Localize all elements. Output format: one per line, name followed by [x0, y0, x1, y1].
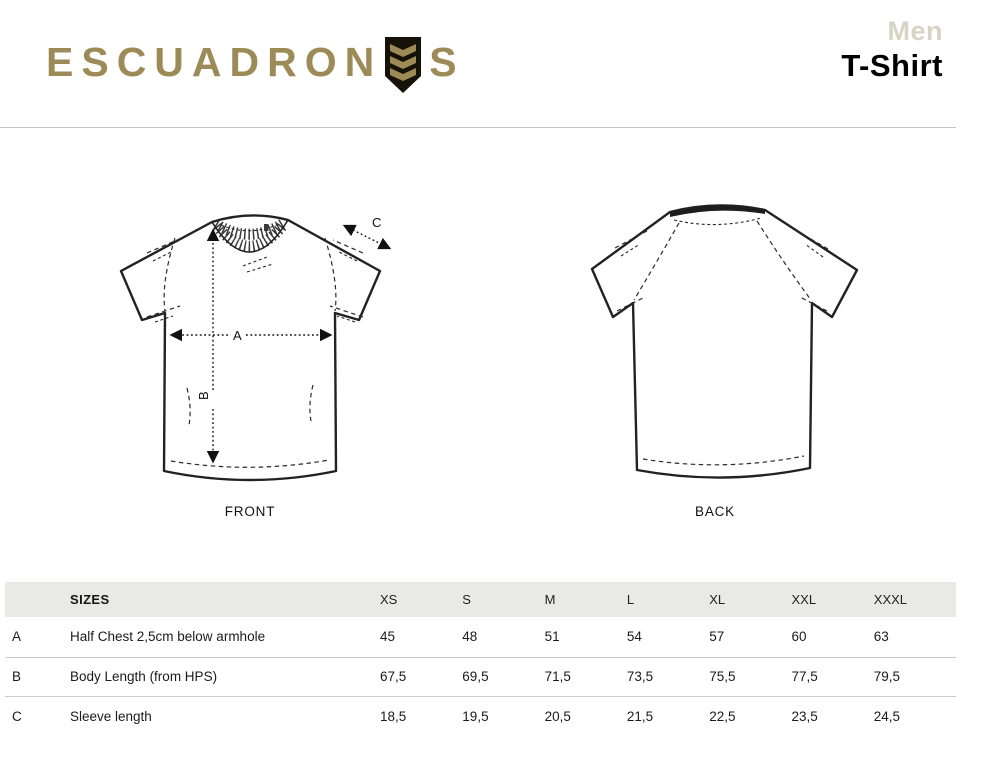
- cell-value: 24,5: [873, 708, 901, 724]
- category-title: Men: [887, 16, 943, 46]
- cell-value: 79,5: [873, 669, 901, 685]
- cell-value: 60: [791, 629, 807, 645]
- chevron-shield-icon: [385, 37, 422, 93]
- header-divider: [0, 127, 956, 128]
- brand-name-prefix: ESCUADRON: [46, 39, 383, 85]
- product-title: T-Shirt: [841, 48, 943, 84]
- cell-value: 69,5: [462, 669, 489, 685]
- cell-value: 48: [462, 629, 478, 645]
- cell-value: 22,5: [709, 708, 736, 724]
- cell-value: 54: [626, 629, 642, 645]
- cell-value: 57: [709, 629, 725, 645]
- row-label: Half Chest 2,5cm below armhole: [70, 629, 266, 645]
- front-shirt-diagram: A B C: [105, 193, 405, 493]
- measure-a-label: A: [233, 328, 242, 343]
- cell-value: 75,5: [709, 669, 736, 685]
- row-label: Sleeve length: [70, 708, 152, 724]
- measure-b-label: B: [196, 391, 211, 400]
- size-header-m: M: [544, 592, 556, 607]
- cell-value: 67,5: [380, 669, 407, 685]
- row-letter: A: [12, 629, 22, 645]
- cell-value: 19,5: [462, 708, 489, 724]
- cell-value: 77,5: [791, 669, 818, 685]
- cell-value: 23,5: [791, 708, 818, 724]
- back-shirt-diagram: [585, 193, 885, 493]
- size-table-header-row: SIZES XS S M L XL XXL XXXL: [5, 582, 956, 617]
- sizes-header: SIZES: [70, 592, 110, 607]
- row-letter: C: [12, 708, 22, 724]
- brand-logo: ESCUADRON S: [46, 36, 465, 94]
- row-letter: B: [12, 669, 22, 685]
- table-row-body-length: B Body Length (from HPS) 67,5 69,5 71,5 …: [5, 656, 956, 697]
- back-shirt-drawing: [590, 204, 859, 479]
- cell-value: 73,5: [626, 669, 654, 685]
- cell-value: 71,5: [544, 669, 571, 685]
- size-table: SIZES XS S M L XL XXL XXXL A Half Chest …: [5, 582, 956, 736]
- size-header-s: S: [462, 592, 471, 607]
- row-label: Body Length (from HPS): [70, 669, 218, 685]
- back-caption: BACK: [695, 504, 735, 519]
- table-row-half-chest: A Half Chest 2,5cm below armhole 45 48 5…: [5, 617, 956, 657]
- brand-name-suffix: S: [429, 39, 465, 85]
- cell-value: 21,5: [626, 708, 654, 724]
- size-header-xs: XS: [380, 592, 398, 607]
- product-titles: Men T-Shirt: [841, 17, 943, 83]
- cell-value: 51: [544, 629, 560, 645]
- cell-value: 18,5: [380, 708, 407, 724]
- cell-value: 20,5: [544, 708, 571, 724]
- size-header-l: L: [626, 592, 635, 607]
- cell-value: 45: [380, 629, 396, 645]
- size-header-xl: XL: [709, 592, 726, 607]
- front-caption: FRONT: [224, 504, 276, 519]
- size-header-xxl: XXL: [791, 592, 817, 607]
- measure-c-label: C: [372, 215, 381, 230]
- front-shirt-drawing: A B C: [119, 214, 392, 482]
- table-row-sleeve-length: C Sleeve length 18,5 19,5 20,5 21,5 22,5…: [5, 696, 956, 736]
- cell-value: 63: [873, 629, 889, 645]
- size-header-xxxl: XXXL: [873, 592, 908, 607]
